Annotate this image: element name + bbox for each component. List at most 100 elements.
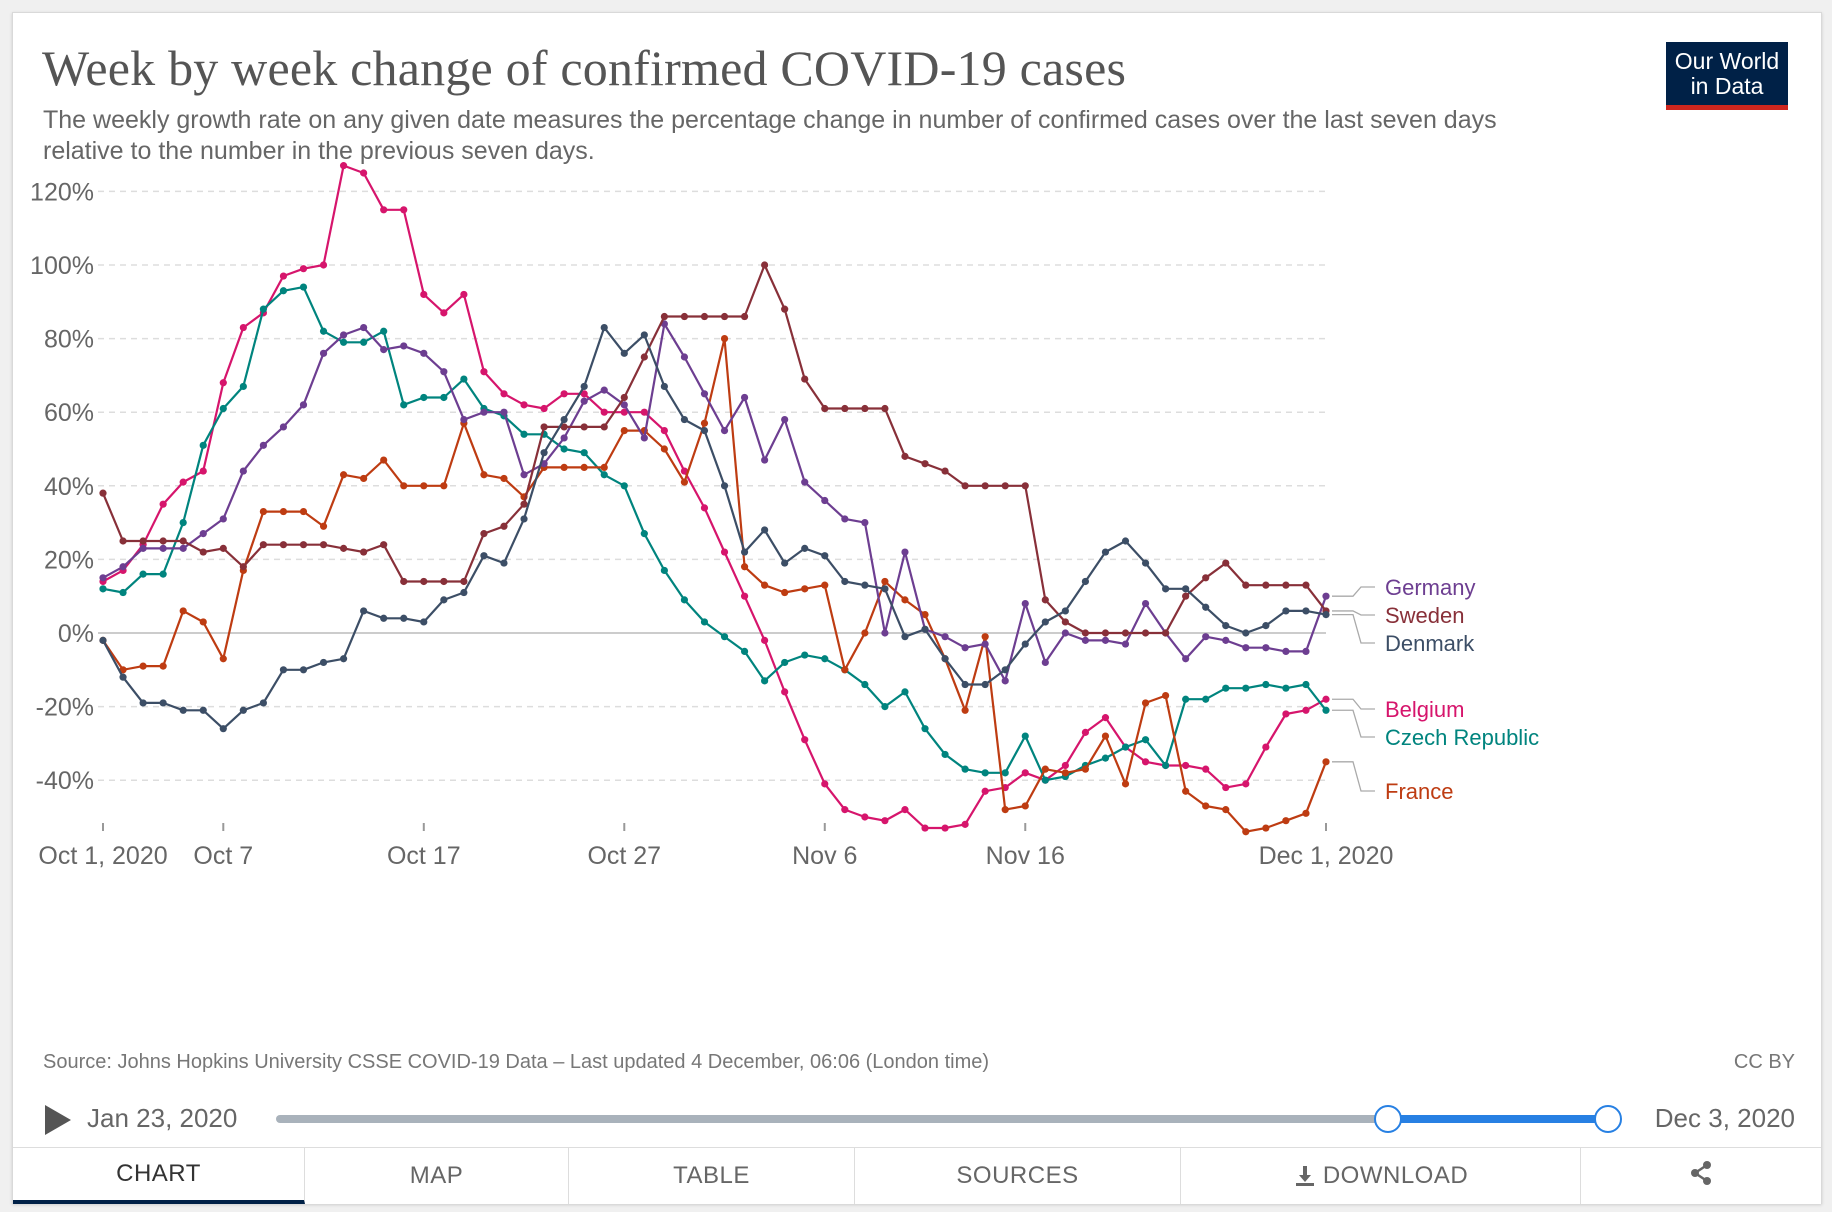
tab-map[interactable]: MAP (305, 1148, 569, 1204)
data-point[interactable] (720, 482, 729, 490)
data-point[interactable] (821, 404, 829, 413)
data-point[interactable] (159, 537, 167, 545)
data-point[interactable] (179, 537, 187, 545)
tab-download[interactable]: DOWNLOAD (1181, 1148, 1581, 1204)
data-point[interactable] (1041, 658, 1049, 667)
data-point[interactable] (901, 548, 909, 556)
data-point[interactable] (460, 577, 468, 586)
data-point[interactable] (360, 323, 368, 332)
data-point[interactable] (540, 423, 548, 431)
data-point[interactable] (1242, 644, 1250, 652)
data-point[interactable] (480, 471, 488, 479)
data-point[interactable] (660, 566, 668, 575)
data-point[interactable] (801, 585, 809, 593)
data-point[interactable] (1262, 824, 1270, 832)
data-point[interactable] (339, 544, 348, 552)
data-point[interactable] (600, 463, 608, 471)
data-point[interactable] (420, 349, 428, 357)
data-point[interactable] (279, 287, 288, 295)
data-point[interactable] (299, 666, 308, 674)
data-point[interactable] (440, 309, 448, 317)
data-point[interactable] (841, 404, 849, 413)
data-point[interactable] (1162, 585, 1170, 593)
data-point[interactable] (1041, 596, 1049, 604)
data-point[interactable] (279, 272, 288, 280)
data-point[interactable] (299, 541, 308, 549)
data-point[interactable] (480, 368, 488, 376)
data-point[interactable] (239, 563, 247, 571)
data-point[interactable] (801, 375, 809, 383)
data-point[interactable] (801, 478, 809, 486)
data-point[interactable] (881, 585, 889, 593)
data-point[interactable] (640, 530, 648, 538)
data-point[interactable] (761, 581, 769, 589)
data-point[interactable] (219, 379, 227, 387)
data-point[interactable] (660, 427, 668, 435)
data-point[interactable] (319, 349, 328, 357)
data-point[interactable] (1001, 769, 1009, 777)
data-point[interactable] (881, 703, 889, 711)
data-point[interactable] (219, 544, 227, 552)
data-point[interactable] (1282, 684, 1290, 692)
data-point[interactable] (1182, 787, 1190, 795)
data-point[interactable] (961, 820, 969, 828)
data-point[interactable] (259, 507, 267, 516)
data-point[interactable] (139, 570, 147, 578)
data-point[interactable] (841, 666, 849, 674)
data-point[interactable] (1061, 769, 1069, 777)
data-point[interactable] (680, 478, 689, 486)
data-point[interactable] (400, 206, 408, 214)
tab-chart[interactable]: CHART (13, 1148, 305, 1204)
data-point[interactable] (119, 673, 127, 681)
data-point[interactable] (1162, 761, 1170, 770)
data-point[interactable] (801, 651, 809, 659)
data-point[interactable] (199, 618, 207, 626)
data-point[interactable] (1101, 548, 1110, 556)
data-point[interactable] (961, 482, 969, 490)
data-point[interactable] (319, 261, 328, 269)
data-point[interactable] (580, 449, 588, 457)
data-point[interactable] (680, 467, 689, 475)
data-point[interactable] (199, 441, 207, 449)
data-point[interactable] (720, 427, 729, 435)
data-point[interactable] (781, 305, 789, 313)
data-point[interactable] (921, 611, 929, 619)
data-point[interactable] (99, 574, 107, 582)
data-point[interactable] (1262, 644, 1270, 652)
data-point[interactable] (1322, 758, 1330, 766)
data-point[interactable] (660, 312, 668, 321)
data-point[interactable] (420, 290, 428, 299)
data-point[interactable] (380, 456, 388, 464)
data-point[interactable] (921, 625, 929, 633)
data-point[interactable] (981, 640, 989, 648)
data-point[interactable] (1282, 647, 1290, 656)
data-point[interactable] (881, 629, 889, 637)
data-point[interactable] (981, 482, 989, 490)
legend-label-france[interactable]: France (1385, 779, 1453, 804)
data-point[interactable] (901, 806, 909, 814)
data-point[interactable] (380, 346, 388, 354)
data-point[interactable] (680, 312, 689, 321)
data-point[interactable] (1001, 677, 1009, 685)
data-point[interactable] (1021, 769, 1029, 777)
data-point[interactable] (901, 596, 909, 604)
data-point[interactable] (1001, 666, 1009, 674)
timeline-end-handle[interactable] (1594, 1105, 1622, 1133)
data-point[interactable] (199, 706, 207, 714)
data-point[interactable] (319, 658, 328, 667)
data-point[interactable] (1202, 695, 1210, 703)
data-point[interactable] (1121, 537, 1130, 545)
data-point[interactable] (520, 471, 528, 479)
data-point[interactable] (1001, 482, 1009, 490)
data-point[interactable] (460, 290, 468, 299)
data-point[interactable] (259, 305, 267, 313)
data-point[interactable] (580, 423, 588, 431)
data-point[interactable] (1141, 599, 1150, 608)
data-point[interactable] (520, 430, 528, 438)
data-point[interactable] (219, 515, 227, 523)
data-point[interactable] (1222, 783, 1230, 792)
data-point[interactable] (420, 482, 428, 490)
data-point[interactable] (580, 390, 588, 398)
data-point[interactable] (1302, 581, 1310, 589)
data-point[interactable] (781, 559, 789, 567)
